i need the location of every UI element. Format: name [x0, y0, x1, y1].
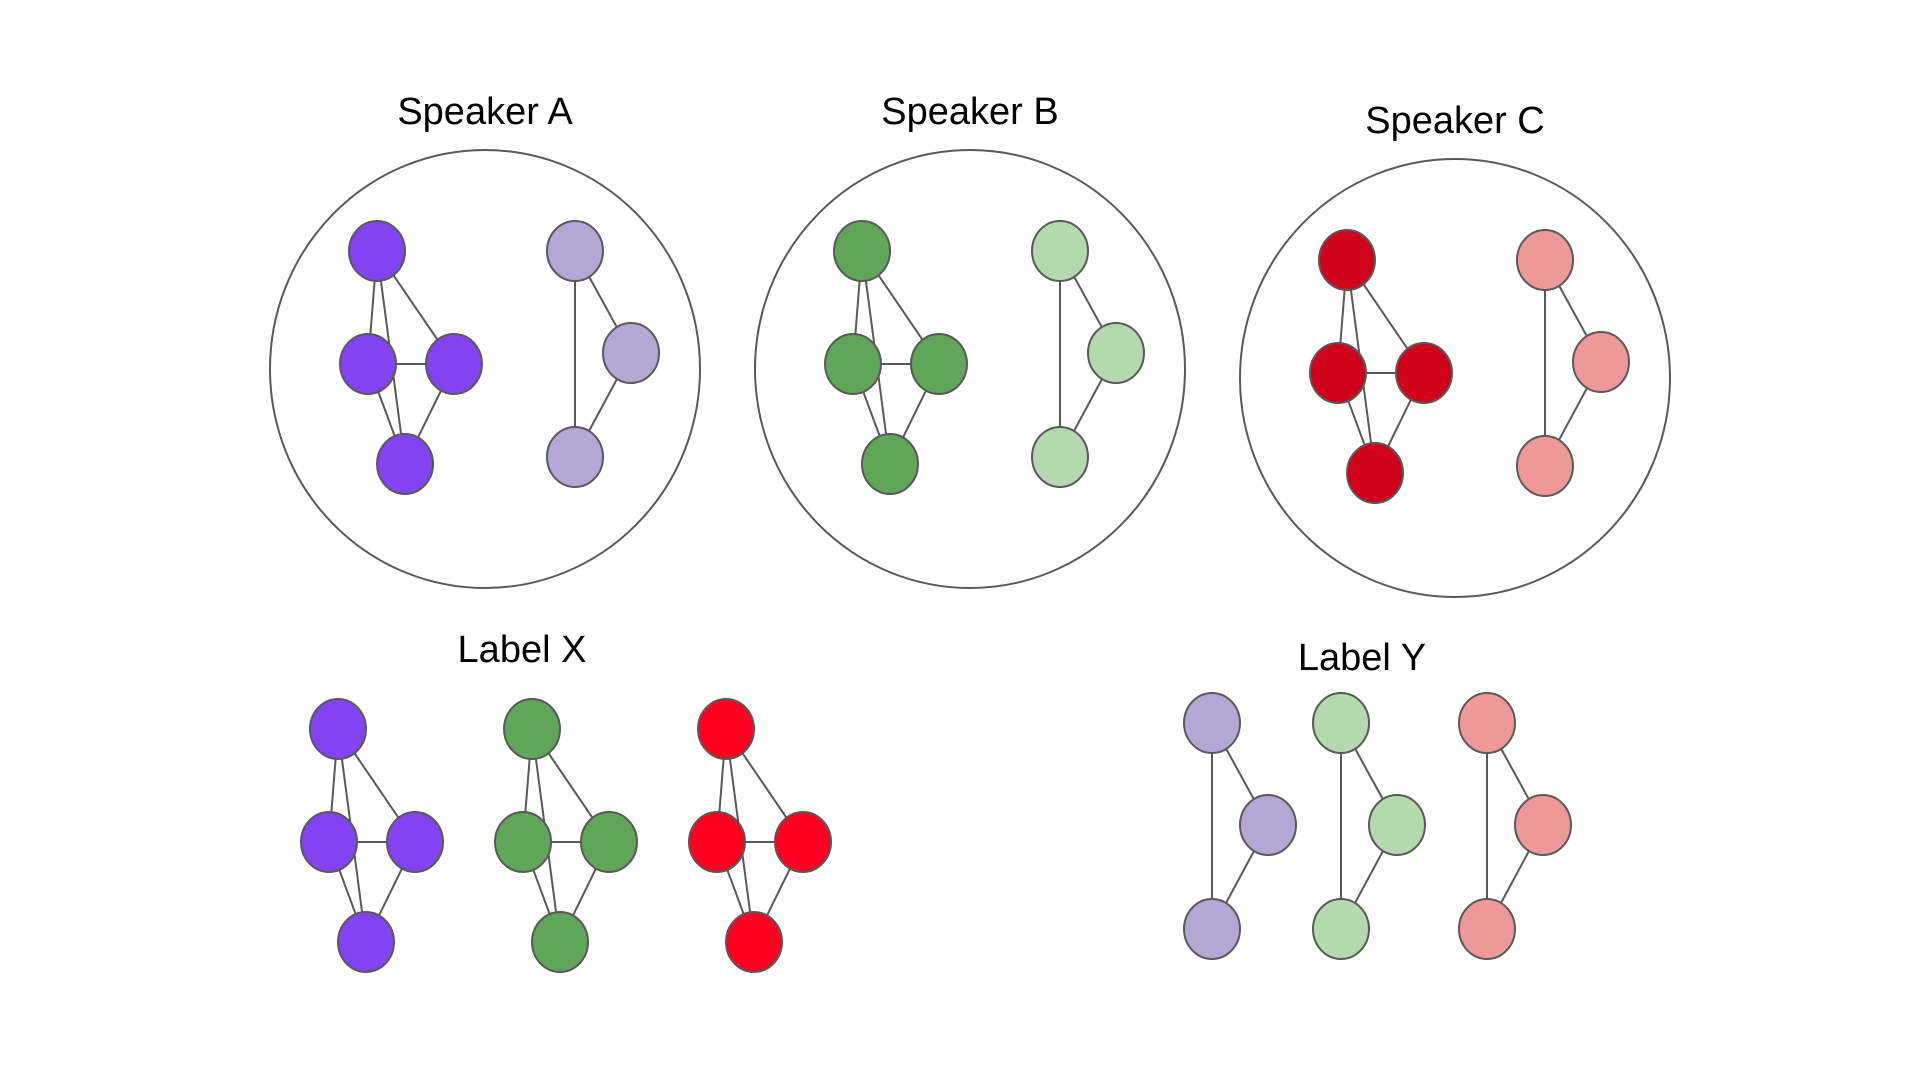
- speaker-a-graph-x-node-bottom: [376, 433, 434, 495]
- label-x-graph-purple-node-right: [386, 811, 444, 873]
- speaker-c-graph-y-node-right: [1572, 331, 1630, 393]
- speaker-c-graph-y-node-top: [1516, 229, 1574, 291]
- speaker-c-graph-y: [1516, 229, 1630, 497]
- speaker-c-graph-x-node-right: [1395, 342, 1453, 404]
- speaker-a-graph-y-node-bottom: [546, 426, 604, 488]
- label-y-graph-purple: [1183, 692, 1297, 960]
- speaker-a-graph-x-node-left: [339, 333, 397, 395]
- label-x-graph-purple-node-left: [300, 811, 358, 873]
- speaker-a-title: Speaker A: [397, 91, 573, 133]
- speaker-b-graph-x-node-top: [833, 220, 891, 282]
- label-x-graph-red: [688, 698, 832, 973]
- label-x-graph-purple-node-bottom: [337, 911, 395, 973]
- speaker-b-graph-y-node-top: [1031, 220, 1089, 282]
- speaker-a-graph-x: [339, 220, 483, 495]
- label-y-graph-purple-node-top: [1183, 692, 1241, 754]
- label-y-graph-green-node-top: [1312, 692, 1370, 754]
- label-y-graph-green-node-right: [1368, 794, 1426, 856]
- label-y-graph-red: [1458, 692, 1572, 960]
- speaker-b-title: Speaker B: [881, 91, 1058, 133]
- label-y-title: Label Y: [1298, 637, 1426, 679]
- speaker-b-graph-y: [1031, 220, 1145, 488]
- label-x-graph-red-node-right: [774, 811, 832, 873]
- label-y-graph-green-node-bottom: [1312, 898, 1370, 960]
- label-x-graph-green-node-right: [580, 811, 638, 873]
- label-x-graph-green-node-bottom: [531, 911, 589, 973]
- label-x-graph-purple-node-top: [309, 698, 367, 760]
- speaker-a-graph-x-node-right: [425, 333, 483, 395]
- speaker-c-graph-x-node-bottom: [1346, 442, 1404, 504]
- label-x-title: Label X: [458, 629, 587, 671]
- speaker-b-graph-x: [824, 220, 968, 495]
- label-x-graph-green-node-top: [503, 698, 561, 760]
- speaker-a-graph-y-node-right: [602, 322, 660, 384]
- label-y-graph-red-node-top: [1458, 692, 1516, 754]
- speaker-a-graph-y-node-top: [546, 220, 604, 282]
- label-x-graph-red-node-top: [697, 698, 755, 760]
- label-y-graph-red-node-bottom: [1458, 898, 1516, 960]
- speaker-c-graph-x-node-top: [1318, 229, 1376, 291]
- speaker-b-graph-y-node-right: [1087, 322, 1145, 384]
- speaker-b-graph-x-node-right: [910, 333, 968, 395]
- label-x-graph-red-node-left: [688, 811, 746, 873]
- label-y-graph-purple-node-bottom: [1183, 898, 1241, 960]
- graph-layer: [300, 220, 1630, 973]
- label-y-graph-purple-node-right: [1239, 794, 1297, 856]
- speaker-b-graph-x-node-left: [824, 333, 882, 395]
- speaker-c-graph-y-node-bottom: [1516, 435, 1574, 497]
- speaker-b-circle: [754, 149, 1186, 589]
- speaker-c-circle: [1239, 158, 1671, 598]
- label-x-graph-green: [494, 698, 638, 973]
- speaker-a-circle: [269, 149, 701, 589]
- label-y-graph-red-node-right: [1514, 794, 1572, 856]
- speaker-a-graph-x-node-top: [348, 220, 406, 282]
- label-y-graph-green: [1312, 692, 1426, 960]
- speaker-c-title: Speaker C: [1365, 100, 1545, 142]
- speaker-b-graph-x-node-bottom: [861, 433, 919, 495]
- speaker-c-graph-x-node-left: [1309, 342, 1367, 404]
- speaker-c-graph-x: [1309, 229, 1453, 504]
- label-x-graph-red-node-bottom: [725, 911, 783, 973]
- label-x-graph-purple: [300, 698, 444, 973]
- speaker-a-graph-y: [546, 220, 660, 488]
- label-x-graph-green-node-left: [494, 811, 552, 873]
- speaker-b-graph-y-node-bottom: [1031, 426, 1089, 488]
